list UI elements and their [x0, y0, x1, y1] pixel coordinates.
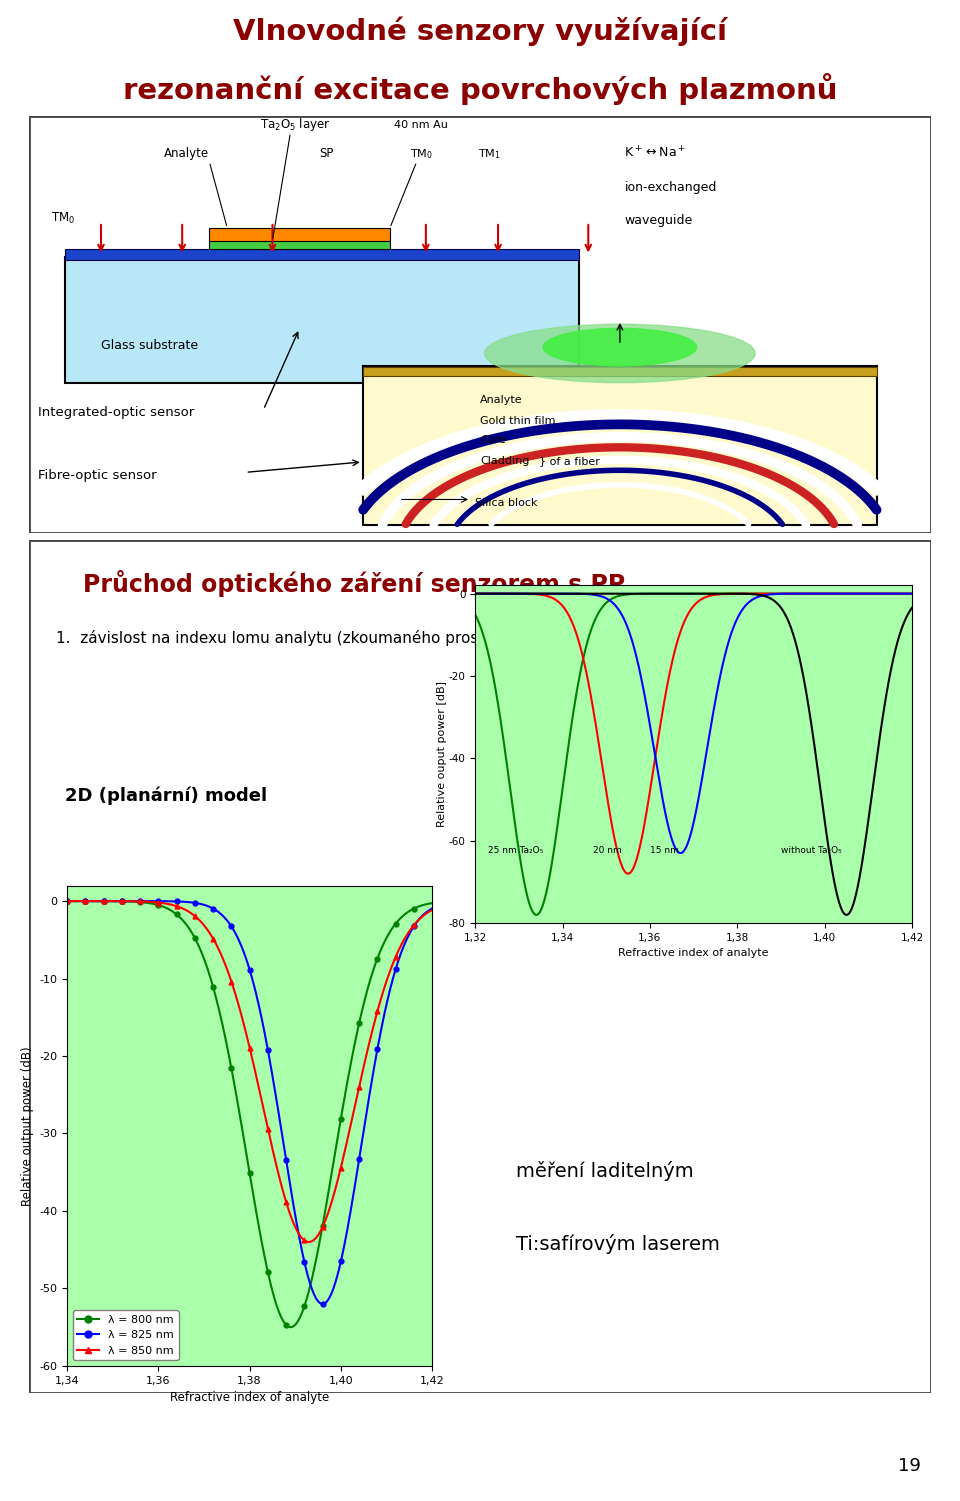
Text: měření laditelným: měření laditelným [516, 1162, 694, 1181]
Text: ion-exchanged: ion-exchanged [624, 180, 717, 194]
Text: 15 nm: 15 nm [650, 847, 679, 856]
Text: 19: 19 [898, 1457, 921, 1475]
Text: 25 nm Ta₂O₅: 25 nm Ta₂O₅ [489, 847, 543, 856]
Text: 1.  závislost na indexu lomu analytu (zkoumaného prostředí): 1. závislost na indexu lomu analytu (zko… [56, 630, 519, 645]
Text: TM$_0$: TM$_0$ [410, 147, 433, 161]
Text: Glass substrate: Glass substrate [101, 339, 198, 353]
Text: Vlnovodné senzory využívající: Vlnovodné senzory využívající [233, 17, 727, 47]
X-axis label: Refractive index of analyte: Refractive index of analyte [170, 1391, 329, 1405]
Text: K$^+$$\leftrightarrow$Na$^+$: K$^+$$\leftrightarrow$Na$^+$ [624, 146, 686, 161]
Text: Integrated-optic sensor: Integrated-optic sensor [37, 405, 194, 419]
Text: Fibre-optic sensor: Fibre-optic sensor [37, 468, 156, 482]
Text: Ti:safírovým laserem: Ti:safírovým laserem [516, 1234, 720, 1253]
Text: waveguide: waveguide [624, 215, 692, 227]
X-axis label: Refractive index of analyte: Refractive index of analyte [618, 949, 769, 959]
Y-axis label: Relative ouput power [dB]: Relative ouput power [dB] [437, 681, 447, 827]
Y-axis label: Relative output power (dB): Relative output power (dB) [21, 1046, 34, 1205]
Text: TM$_1$: TM$_1$ [478, 147, 500, 161]
Ellipse shape [543, 329, 697, 366]
Bar [65, 249, 579, 260]
Text: Gold thin film: Gold thin film [480, 416, 556, 426]
Text: } of a fiber: } of a fiber [539, 456, 600, 465]
Text: Ta$_2$O$_5$ layer: Ta$_2$O$_5$ layer [260, 116, 330, 134]
Bar [363, 368, 877, 377]
Bar [363, 366, 877, 524]
Text: 2D (planární) model: 2D (planární) model [65, 787, 267, 806]
Bar [65, 258, 579, 383]
Text: without Ta₂O₅: without Ta₂O₅ [781, 847, 842, 856]
Text: Analyte: Analyte [480, 395, 522, 405]
Bar [209, 240, 390, 249]
Ellipse shape [485, 324, 756, 383]
Text: SP: SP [320, 147, 334, 161]
Text: 40 nm Au: 40 nm Au [395, 120, 448, 131]
Text: Cladding: Cladding [480, 456, 529, 465]
Text: 20 nm: 20 nm [593, 847, 622, 856]
Legend: λ = 800 nm, λ = 825 nm, λ = 850 nm: λ = 800 nm, λ = 825 nm, λ = 850 nm [73, 1310, 179, 1360]
Text: Analyte: Analyte [164, 147, 209, 161]
Text: Core: Core [480, 435, 506, 446]
Text: Průchod optického záření senzorem s PP: Průchod optického záření senzorem s PP [83, 570, 625, 597]
Bar [209, 228, 390, 240]
Text: TM$_0$: TM$_0$ [52, 212, 76, 227]
Text: Silica block: Silica block [475, 498, 538, 507]
Text: rezonanční excitace povrchových plazmonů: rezonanční excitace povrchových plazmonů [123, 74, 837, 105]
